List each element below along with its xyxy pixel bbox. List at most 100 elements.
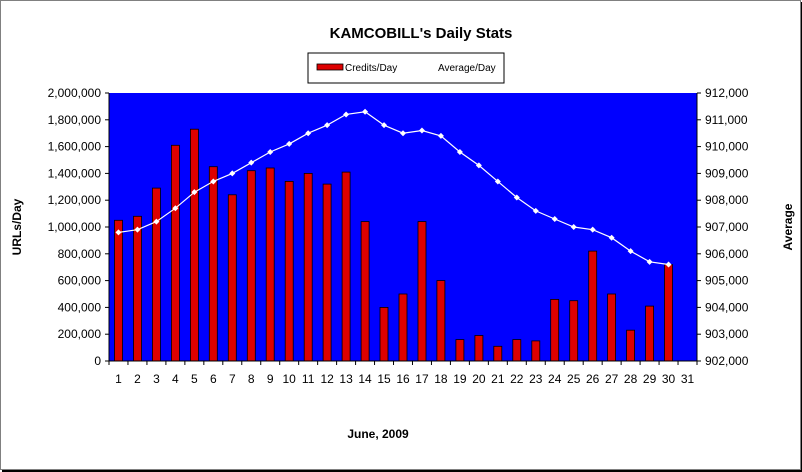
bar: [208, 166, 218, 362]
bar: [170, 144, 180, 362]
y-tick-label: 1,800,000: [48, 113, 102, 127]
x-tick-label: 28: [624, 372, 638, 386]
legend-swatch-credits: [316, 63, 344, 71]
average-point: [229, 170, 236, 177]
y2-tick-label: 902,000: [705, 354, 749, 368]
y2-tick-label: 909,000: [705, 166, 749, 180]
x-tick-label: 14: [358, 372, 372, 386]
bar: [360, 221, 370, 362]
y2-tick-label: 912,000: [705, 86, 749, 100]
bar: [436, 280, 446, 362]
bar: [588, 250, 598, 362]
x-tick-label: 20: [472, 372, 486, 386]
x-tick-label: 5: [191, 372, 198, 386]
x-tick-label: 22: [510, 372, 524, 386]
line-series-average: [115, 108, 672, 268]
x-tick-label: 15: [377, 372, 391, 386]
y-tick-label: 200,000: [58, 327, 102, 341]
x-tick-label: 8: [248, 372, 255, 386]
average-point: [381, 122, 388, 129]
average-point: [570, 224, 577, 230]
bar: [379, 306, 389, 362]
average-point: [646, 258, 653, 265]
x-tick-label: 24: [548, 372, 562, 386]
bar: [512, 339, 522, 362]
y-tick-label: 600,000: [58, 274, 102, 288]
bar: [626, 329, 635, 362]
bar: [645, 305, 654, 362]
y2-tick-label: 907,000: [705, 220, 749, 234]
x-tick-label: 29: [643, 372, 657, 386]
y-tick-label: 1,600,000: [48, 140, 102, 154]
x-tick-label: 4: [172, 372, 179, 386]
x-tick-label: 11: [302, 372, 315, 386]
y2-tick-label: 910,000: [705, 140, 749, 154]
bar: [550, 298, 560, 362]
average-point: [362, 108, 369, 115]
x-tick-label: 23: [529, 372, 543, 386]
y2-axis-title: Average: [781, 203, 795, 250]
x-tick-label: 17: [415, 372, 429, 386]
bar: [664, 264, 673, 362]
y2-tick-label: 908,000: [705, 193, 749, 207]
x-tick-label: 30: [662, 372, 676, 386]
average-point: [475, 162, 482, 169]
y-axis-ticks: 0 200,000 400,000 600,000 800,000 1,000,000 1,…: [48, 86, 109, 368]
bar: [114, 219, 123, 362]
x-tick-label: 2: [134, 372, 141, 386]
y-tick-label: 0: [94, 354, 101, 368]
bar: [246, 170, 256, 362]
average-line: [118, 111, 669, 266]
average-point: [324, 122, 331, 129]
average-point: [115, 229, 122, 236]
bar: [341, 171, 351, 362]
bar: [265, 167, 275, 362]
y-tick-label: 1,000,000: [48, 220, 102, 234]
bar: [455, 339, 465, 362]
x-tick-label: 18: [434, 372, 448, 386]
x-tick-label: 12: [320, 372, 334, 386]
x-tick-label: 6: [210, 372, 217, 386]
x-tick-label: 13: [339, 372, 353, 386]
x-tick-label: 19: [453, 372, 467, 386]
x-tick-label: 26: [586, 372, 600, 386]
y-axis-title: URLs/Day: [10, 198, 24, 255]
y2-tick-label: 911,000: [705, 113, 748, 127]
average-point: [400, 130, 406, 137]
bar: [417, 221, 427, 362]
bar-series-credits: [114, 128, 673, 362]
bar: [151, 187, 161, 362]
x-tick-label: 25: [567, 372, 581, 386]
y-tick-label: 400,000: [58, 300, 102, 314]
bar: [398, 293, 408, 362]
x-tick-label: 16: [396, 372, 410, 386]
average-point: [665, 261, 672, 268]
x-axis-title: June, 2009: [347, 427, 409, 441]
y-tick-label: 800,000: [58, 247, 102, 261]
average-point: [418, 127, 425, 134]
average-point: [286, 140, 293, 147]
y2-tick-label: 903,000: [705, 327, 749, 341]
x-axis-ticks: 1 2 3 4 5 6 7 8 9 10 11 12 13 14 15 16 17 18 19 20 21 22 23 24 2…: [108, 361, 698, 386]
x-tick-label: 9: [267, 372, 274, 386]
x-tick-label: 1: [115, 372, 122, 386]
average-point: [551, 215, 558, 222]
bar: [531, 340, 541, 362]
average-point: [627, 248, 634, 255]
average-point: [343, 111, 350, 118]
average-point: [494, 178, 501, 185]
average-point: [589, 226, 596, 233]
bar: [189, 128, 199, 362]
x-tick-label: 7: [229, 372, 236, 386]
bar: [303, 172, 313, 362]
average-point: [153, 218, 160, 225]
y2-axis-ticks: 902,000 903,000 904,000 905,000 906,000 907,0…: [697, 86, 749, 368]
bar: [569, 300, 579, 362]
bar: [607, 293, 616, 362]
x-tick-label: 31: [681, 372, 695, 386]
average-point: [172, 205, 179, 212]
average-point: [437, 132, 444, 139]
y2-tick-label: 906,000: [705, 247, 749, 261]
legend-label-credits: Credits/Day: [345, 63, 397, 74]
